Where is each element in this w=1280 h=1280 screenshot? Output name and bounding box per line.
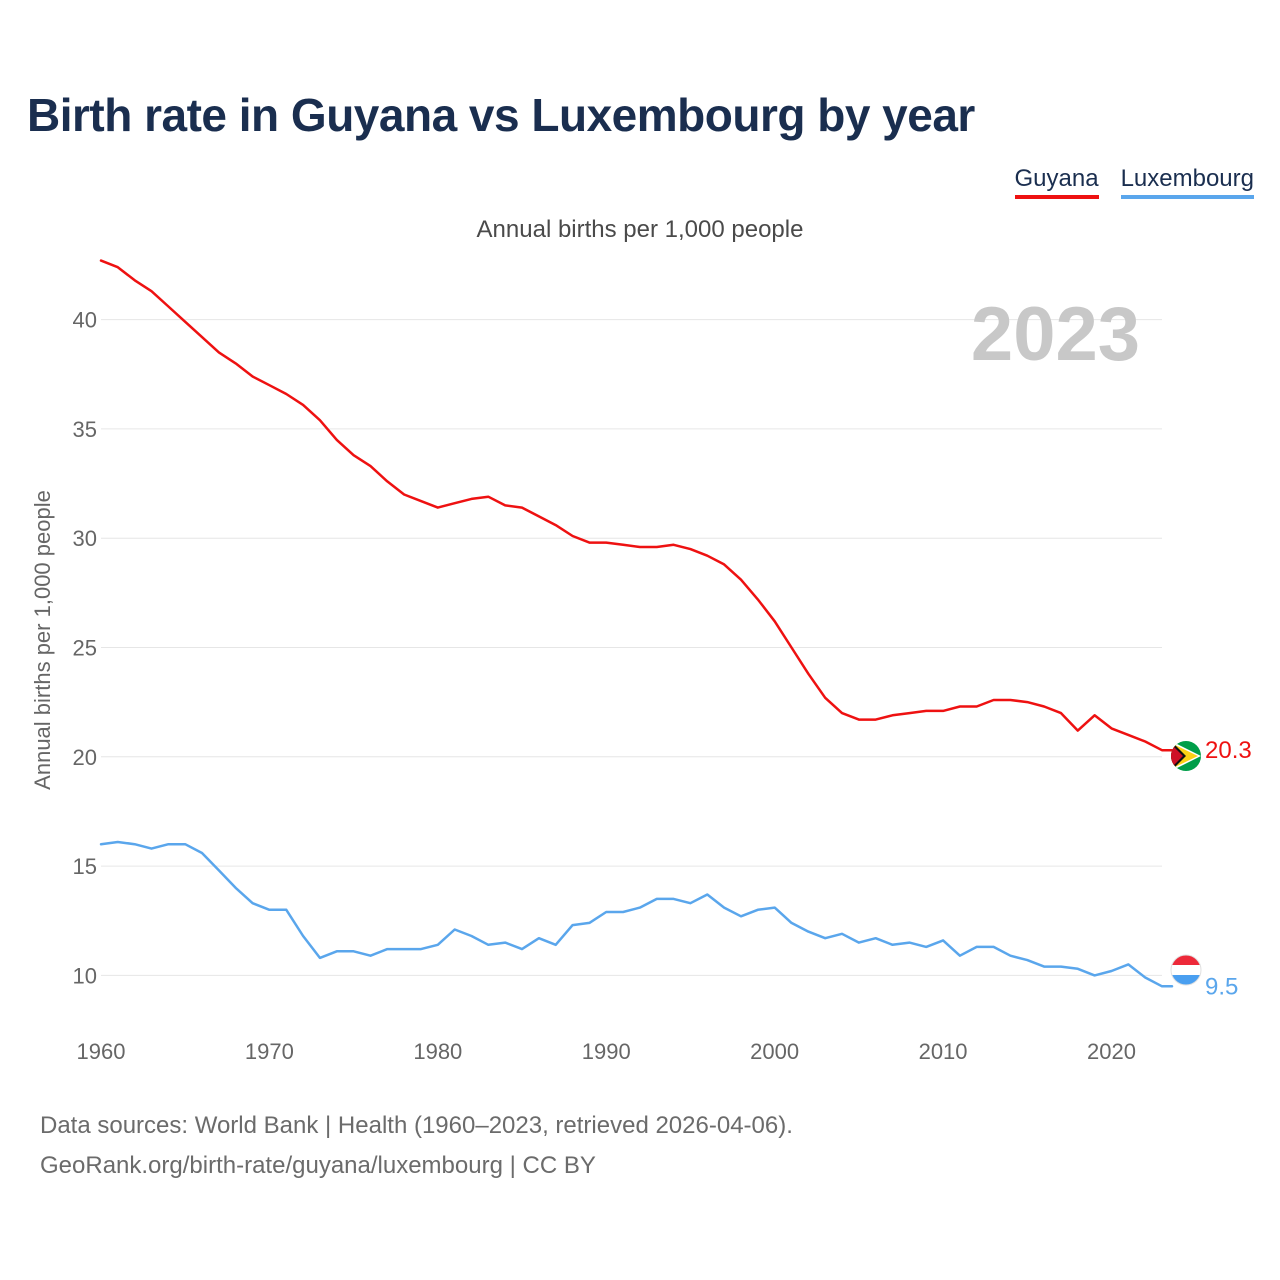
luxembourg-flag-icon — [1171, 955, 1201, 985]
y-tick-label: 20 — [73, 745, 97, 770]
y-tick-label: 25 — [73, 636, 97, 661]
legend: Guyana Luxembourg — [1014, 165, 1254, 199]
source-line-1: Data sources: World Bank | Health (1960–… — [40, 1112, 793, 1139]
end-value-label-luxembourg: 9.5 — [1205, 973, 1238, 1000]
y-tick-label: 10 — [73, 963, 97, 988]
year-watermark: 2023 — [971, 292, 1140, 377]
chart-title: Birth rate in Guyana vs Luxembourg by ye… — [27, 89, 975, 141]
source-line-2: GeoRank.org/birth-rate/guyana/luxembourg… — [40, 1152, 596, 1179]
legend-item-guyana[interactable]: Guyana — [1014, 165, 1099, 199]
chart-subtitle: Annual births per 1,000 people — [476, 216, 804, 243]
x-tick-label: 2020 — [1087, 1039, 1136, 1064]
y-tick-label: 35 — [73, 417, 97, 442]
x-tick-label: 1990 — [582, 1039, 631, 1064]
x-tick-label: 1960 — [77, 1039, 126, 1064]
source-note: Data sources: World Bank | Health (1960–… — [40, 1106, 793, 1186]
x-tick-label: 1970 — [245, 1039, 294, 1064]
y-tick-label: 15 — [73, 854, 97, 879]
y-tick-label: 30 — [73, 526, 97, 551]
x-tick-label: 1980 — [413, 1039, 462, 1064]
y-tick-label: 40 — [73, 308, 97, 333]
series-line-guyana[interactable] — [99, 259, 1174, 752]
end-value-label-guyana: 20.3 — [1205, 737, 1252, 764]
guyana-flag-icon — [1171, 741, 1201, 771]
y-axis-label: Annual births per 1,000 people — [30, 490, 55, 790]
x-tick-label: 2010 — [919, 1039, 968, 1064]
series-line-luxembourg[interactable] — [99, 840, 1174, 988]
x-tick-label: 2000 — [750, 1039, 799, 1064]
legend-item-luxembourg[interactable]: Luxembourg — [1120, 165, 1254, 199]
